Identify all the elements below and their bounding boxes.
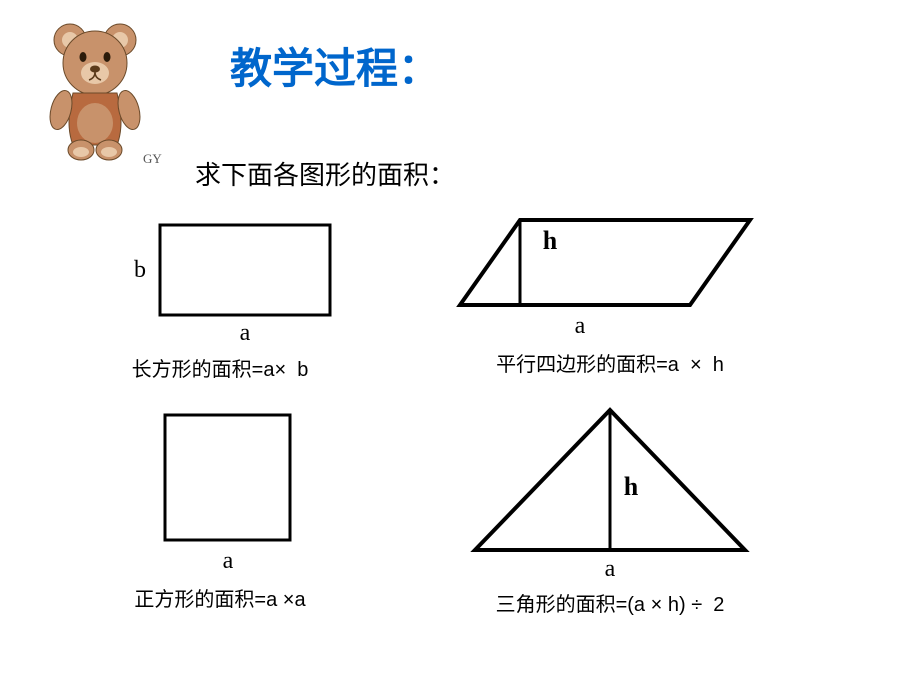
parallelogram-label-a: a <box>575 313 586 339</box>
square-svg: a <box>90 410 350 575</box>
triangle-label-a: a <box>605 556 616 580</box>
rectangle-caption: 长方形的面积=a× b <box>30 353 410 382</box>
parallelogram-svg: h a <box>440 205 780 340</box>
subtitle: 求下面各图形的面积： <box>195 155 455 192</box>
triangle-svg: h a <box>455 400 765 580</box>
shape-rectangle: b a 长方形的面积=a× b <box>30 215 410 382</box>
shape-parallelogram: h a 平行四边形的面积=a × h <box>420 205 800 377</box>
shape-square: a 正方形的面积=a ×a <box>30 410 410 612</box>
parallelogram-caption: 平行四边形的面积=a × h <box>420 348 800 377</box>
parallelogram-label-h: h <box>543 226 558 255</box>
page-title: 教学过程： <box>230 35 440 96</box>
triangle-caption: 三角形的面积=(a × h) ÷ 2 <box>420 588 800 617</box>
rectangle-label-b: b <box>134 257 146 283</box>
square-label-a: a <box>223 548 234 574</box>
rectangle-svg: b a <box>90 215 350 345</box>
bear-illustration: GY <box>25 15 175 165</box>
square-caption: 正方形的面积=a ×a <box>30 583 410 612</box>
triangle-label-h: h <box>624 472 639 501</box>
bear-svg: GY <box>25 15 175 165</box>
rectangle-label-a: a <box>240 320 251 345</box>
bear-signature: GY <box>143 151 162 165</box>
shape-triangle: h a 三角形的面积=(a × h) ÷ 2 <box>420 400 800 617</box>
